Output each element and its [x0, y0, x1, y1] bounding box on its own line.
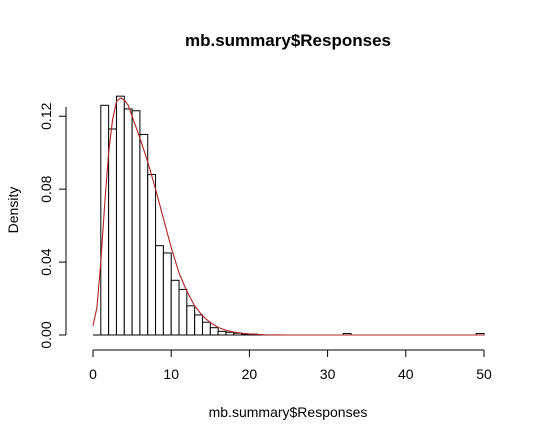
- histogram-bar: [170, 279, 180, 336]
- y-tick-label: 0.08: [38, 175, 54, 202]
- histogram-bar: [108, 128, 117, 336]
- y-axis-ticks: 0.00 0.04 0.08 0.12: [38, 102, 66, 349]
- x-tick-label: 10: [163, 366, 179, 382]
- histogram-bar: [131, 110, 141, 336]
- x-tick-label: 50: [476, 366, 492, 382]
- histogram-bar: [209, 327, 219, 336]
- y-axis-label: Density: [5, 187, 21, 234]
- histogram-bar: [123, 108, 133, 336]
- histogram-bar: [194, 314, 203, 336]
- histogram-bars: [93, 95, 485, 336]
- histogram-bar: [100, 104, 110, 336]
- histogram-bar: [201, 321, 211, 336]
- x-tick-label: 0: [89, 366, 97, 382]
- y-tick-label: 0.12: [38, 102, 54, 129]
- density-curve: [92, 97, 484, 336]
- histogram-bar: [186, 305, 196, 336]
- y-tick-label: 0.00: [38, 321, 54, 348]
- x-tick-label: 40: [398, 366, 414, 382]
- x-tick-label: 30: [320, 366, 336, 382]
- histogram-bar: [115, 95, 125, 336]
- histogram-bar: [217, 330, 227, 336]
- histogram-bar: [162, 252, 172, 336]
- y-tick-label: 0.04: [38, 248, 54, 275]
- x-axis-ticks: 0 10 20 30 40 50: [89, 350, 492, 382]
- histogram-bar: [155, 245, 164, 336]
- x-tick-label: 20: [242, 366, 258, 382]
- histogram-bar: [178, 288, 188, 336]
- histogram-bar: [139, 133, 149, 336]
- chart-title: mb.summary$Responses: [185, 31, 391, 50]
- x-axis-label: mb.summary$Responses: [209, 404, 368, 420]
- histogram-bar: [147, 174, 157, 336]
